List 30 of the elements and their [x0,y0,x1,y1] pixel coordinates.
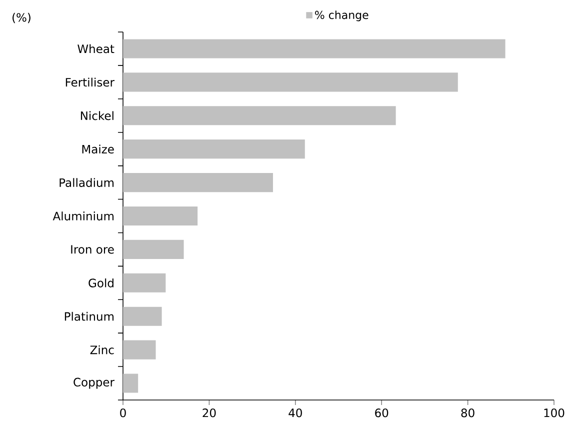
x-tick-label: 0 [120,408,126,418]
bar [123,240,184,259]
y-tick-label: Platinum [64,312,114,321]
x-tick-label: 20 [202,408,216,418]
x-tick-label: 60 [375,408,388,418]
y-tick-label: Palladium [60,178,114,187]
y-tick-label: Nickel [80,111,114,120]
bar [123,374,138,393]
bar [123,206,198,226]
x-tick-label: 100 [544,408,564,418]
bar [123,140,305,159]
y-tick-label: Maize [82,144,114,154]
bar [123,273,166,292]
y-tick-label: Fertiliser [66,78,114,87]
legend-label: % change [315,10,368,22]
y-tick-label: Wheat [78,44,114,54]
y-tick-label: Aluminium [52,212,114,220]
x-tick-label: 40 [288,408,302,418]
text: (%) [12,12,30,24]
y-tick-label: Gold [88,278,114,288]
bar [123,173,273,192]
bar [123,306,162,326]
x-tick-label: 80 [461,408,474,418]
y-tick-label: Zinc [90,345,114,354]
y-tick-label: Copper [74,378,114,389]
bar [123,340,156,360]
bar [123,106,396,126]
bar [123,39,506,58]
bar [123,72,458,92]
y-tick-label: Iron ore [71,245,114,254]
